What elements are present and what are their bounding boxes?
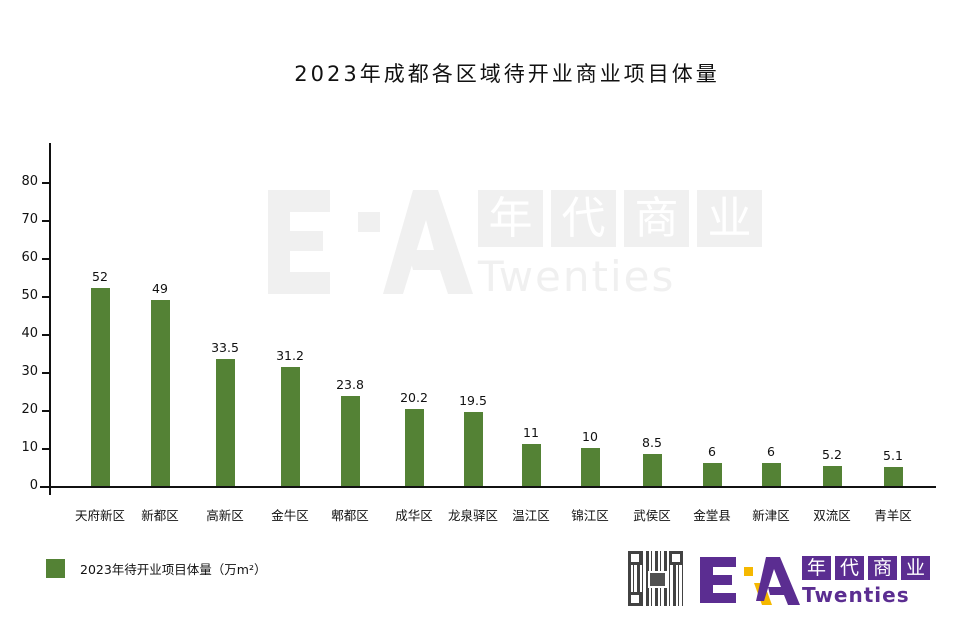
logo-chinese: 年 代 商 业 [802,556,930,580]
x-category-label: 高新区 [206,508,244,523]
x-category-label: 锦江区 [571,508,609,523]
bar-value-label: 6 [767,444,775,460]
y-tick [42,334,50,336]
bar [90,288,110,486]
y-tick [42,258,50,260]
legend-swatch [46,559,65,578]
y-tick [42,448,50,450]
x-category-label: 金堂县 [693,508,731,523]
x-category-label: 武侯区 [633,508,671,523]
watermark-char: 代 [551,190,616,247]
y-tick [42,296,50,298]
y-tick [42,182,50,184]
bar [580,448,600,486]
logo-twenties: Twenties [802,583,910,607]
logo-char: 代 [835,556,864,580]
logo-e-letter [700,557,738,603]
watermark-char: 业 [697,190,762,247]
bar-value-label: 5.2 [822,447,842,463]
y-tick-label: 50 [21,288,38,303]
y-tick-label: 20 [21,402,38,417]
bar-value-label: 5.1 [883,447,903,463]
bar-value-label: 33.5 [211,339,239,355]
x-category-label: 金牛区 [271,508,309,523]
bar [822,466,842,486]
y-tick-label: 30 [21,364,38,379]
logo-char: 商 [868,556,897,580]
bar [521,444,541,486]
y-axis [49,143,51,495]
bar [280,367,300,486]
x-category-label: 青羊区 [874,508,912,523]
logo-a-letter [744,557,800,605]
x-category-label: 天府新区 [74,508,125,523]
bar [883,466,903,486]
x-category-label: 温江区 [512,508,550,523]
x-axis [40,486,936,488]
qr-corner [628,592,642,606]
y-tick [42,220,50,222]
qr-code[interactable] [628,551,683,606]
x-category-label: 郫都区 [331,508,369,523]
bar-value-label: 52 [92,269,108,285]
bar-value-label: 23.8 [336,376,364,392]
bar [404,409,424,486]
bar-value-label: 19.5 [459,392,487,408]
x-category-label: 成华区 [395,508,433,523]
qr-corner [669,551,683,565]
watermark-char: 商 [624,190,689,247]
bar-value-label: 11 [523,425,539,441]
bar [150,299,170,486]
y-tick [42,372,50,374]
bar-value-label: 49 [152,280,168,296]
x-category-label: 龙泉驿区 [447,508,498,523]
y-tick [42,410,50,412]
watermark-e-letter [268,190,333,294]
x-category-label: 新都区 [141,508,179,523]
watermark-char: 年 [478,190,543,247]
bar-value-label: 6 [708,444,716,460]
qr-corner [628,551,642,565]
era-logo: 年 代 商 业 Twenties [700,553,940,608]
wechat-icon [648,571,667,588]
bar [642,453,662,486]
y-tick-label: 70 [21,212,38,227]
legend-label: 2023年待开业项目体量（万m²） [80,562,267,577]
watermark-twenties: Twenties [478,252,676,301]
bar [340,395,360,486]
bar [463,411,483,486]
bar [215,358,235,486]
bar-value-label: 10 [582,429,598,444]
bar-value-label: 8.5 [642,434,662,450]
watermark-a-letter [358,190,473,294]
y-tick-label: 0 [29,478,38,493]
logo-char: 业 [901,556,930,580]
bar [702,463,722,486]
bar-value-label: 20.2 [400,390,428,406]
y-tick-label: 60 [21,250,38,265]
y-tick-label: 80 [21,174,38,189]
x-category-label: 双流区 [813,508,851,523]
y-tick-label: 40 [21,326,38,341]
bar-value-label: 31.2 [276,348,304,364]
chart-title: 2023年成都各区域待开业商业项目体量 [294,62,720,86]
y-tick-label: 10 [21,440,38,455]
bar [761,463,781,486]
legend: 2023年待开业项目体量（万m²） [46,559,267,578]
logo-char: 年 [802,556,831,580]
era-watermark: 年 代 商 业 Twenties [268,190,768,301]
x-category-label: 新津区 [752,508,790,523]
watermark-chinese: 年 代 商 业 [478,190,762,247]
